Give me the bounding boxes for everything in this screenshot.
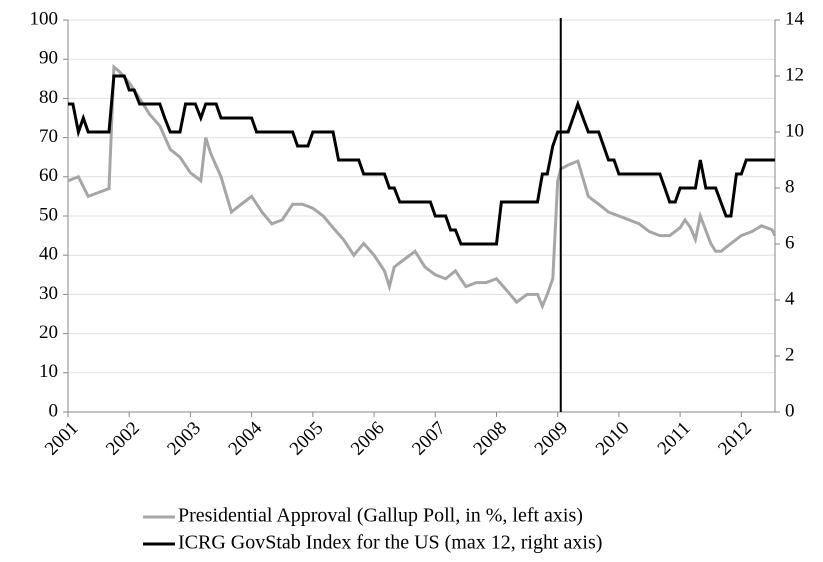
y2-tick-label: 2: [785, 344, 795, 365]
legend-label: Presidential Approval (Gallup Poll, in %…: [178, 505, 583, 527]
x-tick-label: 2005: [286, 418, 328, 460]
y-tick-label: 60: [39, 165, 58, 186]
y-tick-label: 100: [30, 8, 59, 29]
x-tick-label: 2009: [531, 418, 573, 460]
x-tick-label: 2006: [347, 418, 389, 460]
x-tick-label: 2008: [469, 418, 511, 460]
x-tick-label: 2012: [714, 418, 756, 460]
y-tick-label: 10: [39, 361, 58, 382]
x-tick-label: 2003: [163, 418, 205, 460]
x-tick-label: 2011: [654, 418, 695, 459]
y-tick-label: 30: [39, 283, 58, 304]
y2-tick-label: 14: [785, 8, 805, 29]
y-tick-label: 20: [39, 322, 58, 343]
series-line: [67, 64, 777, 311]
y-tick-label: 80: [39, 87, 58, 108]
y-tick-label: 90: [39, 48, 58, 69]
y-tick-label: 0: [49, 400, 59, 421]
y2-tick-label: 0: [785, 400, 795, 421]
y2-tick-label: 6: [785, 232, 795, 253]
x-tick-label: 2002: [102, 418, 144, 460]
y-tick-label: 40: [39, 244, 58, 265]
y2-tick-label: 10: [785, 120, 804, 141]
y-tick-label: 50: [39, 204, 58, 225]
x-tick-label: 2001: [41, 418, 83, 460]
y-tick-label: 70: [39, 126, 58, 147]
y2-tick-label: 8: [785, 176, 795, 197]
y2-tick-label: 4: [785, 288, 795, 309]
x-tick-label: 2010: [592, 418, 634, 460]
x-tick-label: 2004: [225, 417, 267, 459]
legend-label: ICRG GovStab Index for the US (max 12, r…: [178, 532, 602, 554]
series-line: [68, 74, 775, 246]
x-tick-label: 2007: [408, 418, 450, 460]
y2-tick-label: 12: [785, 64, 804, 85]
